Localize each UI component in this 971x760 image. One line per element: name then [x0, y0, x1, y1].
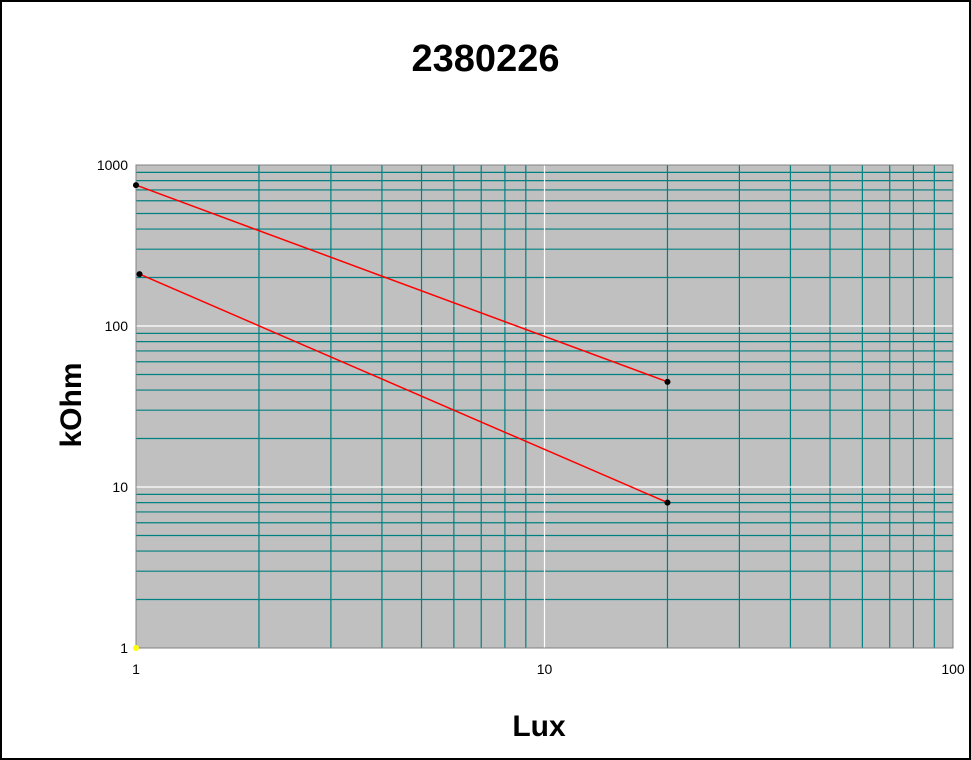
data-point — [664, 379, 670, 385]
data-point — [664, 500, 670, 506]
data-point — [137, 271, 143, 277]
x-tick-label: 1 — [132, 661, 140, 677]
y-tick-label: 100 — [105, 318, 129, 334]
x-tick-label: 10 — [537, 661, 553, 677]
x-tick-labels: 1 10 100 — [132, 661, 965, 677]
y-tick-labels: 1 10 100 1000 — [97, 157, 128, 656]
y-tick-label: 1000 — [97, 157, 128, 173]
x-tick-label: 100 — [941, 661, 965, 677]
y-tick-label: 1 — [120, 640, 128, 656]
y-tick-label: 10 — [112, 479, 128, 495]
origin-marker — [133, 645, 139, 651]
data-point — [133, 182, 139, 188]
